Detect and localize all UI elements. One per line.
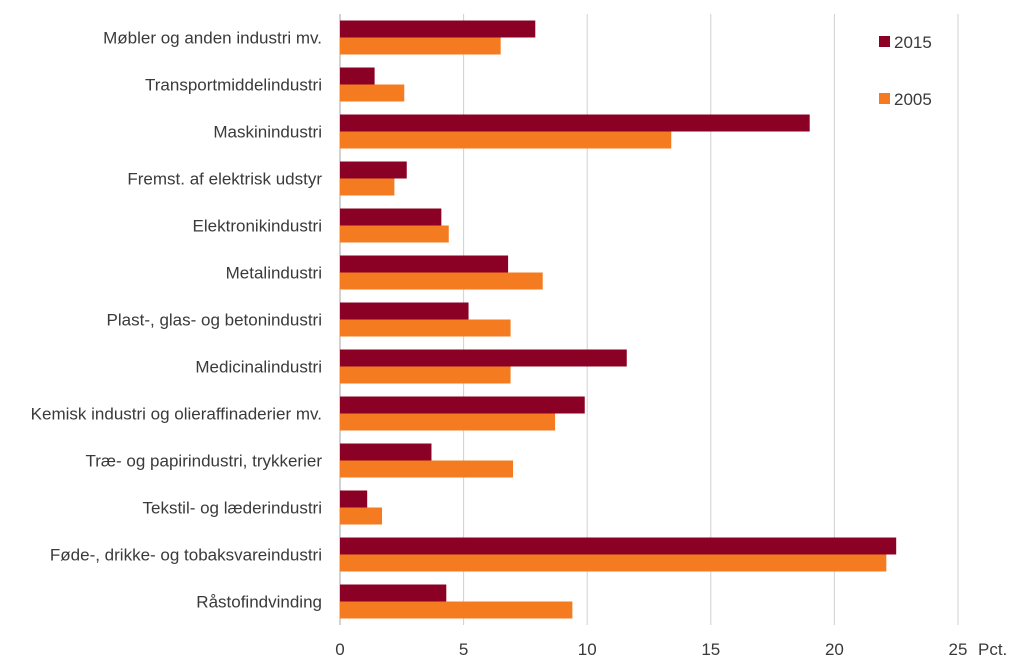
bar-2005 (340, 366, 511, 384)
bar-2015 (340, 67, 375, 85)
x-tick-label: 10 (578, 640, 597, 659)
category-label: Plast-, glas- og betonindustri (107, 311, 322, 330)
category-label: Transportmiddelindustri (145, 76, 322, 95)
bar-2015 (340, 349, 627, 367)
category-label: Medicinalindustri (195, 358, 322, 377)
bar-2015 (340, 490, 368, 508)
bar-2005 (340, 131, 672, 149)
category-label: Råstofindvinding (196, 593, 322, 612)
bar-2005 (340, 507, 383, 525)
legend-swatch-2015 (879, 36, 890, 47)
bar-2015 (340, 208, 442, 226)
legend-label: 2005 (894, 90, 932, 109)
bar-2005 (340, 84, 405, 102)
bar-2005 (340, 413, 556, 431)
x-tick-label: 15 (701, 640, 720, 659)
legend: 2015 2005 (879, 33, 932, 109)
bar-2015 (340, 443, 432, 461)
category-label: Metalindustri (226, 264, 322, 283)
bar-2005 (340, 460, 514, 478)
bar-2005 (340, 554, 887, 572)
legend-label: 2015 (894, 33, 932, 52)
category-label: Maskinindustri (213, 123, 322, 142)
x-tick-label: 5 (459, 640, 468, 659)
bar-2015 (340, 114, 810, 132)
bar-2015 (340, 396, 585, 414)
bar-2015 (340, 584, 447, 602)
category-label: Træ- og papirindustri, trykkerier (86, 452, 323, 471)
category-label: Møbler og anden industri mv. (103, 29, 322, 48)
bar-2005 (340, 225, 449, 243)
x-tick-label: 0 (335, 640, 344, 659)
category-labels: Møbler og anden industri mv. Transportmid… (31, 29, 323, 612)
bar-2015 (340, 302, 469, 320)
bar-2005 (340, 319, 511, 337)
category-label: Tekstil- og læderindustri (142, 499, 322, 518)
bar-2015 (340, 255, 509, 273)
legend-swatch-2005 (879, 93, 890, 104)
bar-2005 (340, 37, 501, 55)
category-label: Kemisk industri og olieraffinaderier mv. (31, 405, 322, 424)
category-label: Fremst. af elektrisk udstyr (127, 170, 322, 189)
bar-2015 (340, 537, 897, 555)
bar-2005 (340, 178, 395, 196)
x-unit-label: Pct. (978, 640, 1007, 659)
bar-2015 (340, 161, 407, 179)
x-tick-label: 25 (949, 640, 968, 659)
bar-2005 (340, 272, 543, 290)
bar-2005 (340, 601, 573, 619)
x-tick-label: 20 (825, 640, 844, 659)
category-label: Elektronikindustri (193, 217, 322, 236)
x-tick-labels: 0 5 10 15 20 25 (335, 640, 967, 659)
bars (340, 20, 897, 619)
bar-2015 (340, 20, 536, 38)
category-label: Føde-, drikke- og tobaksvareindustri (50, 546, 322, 565)
